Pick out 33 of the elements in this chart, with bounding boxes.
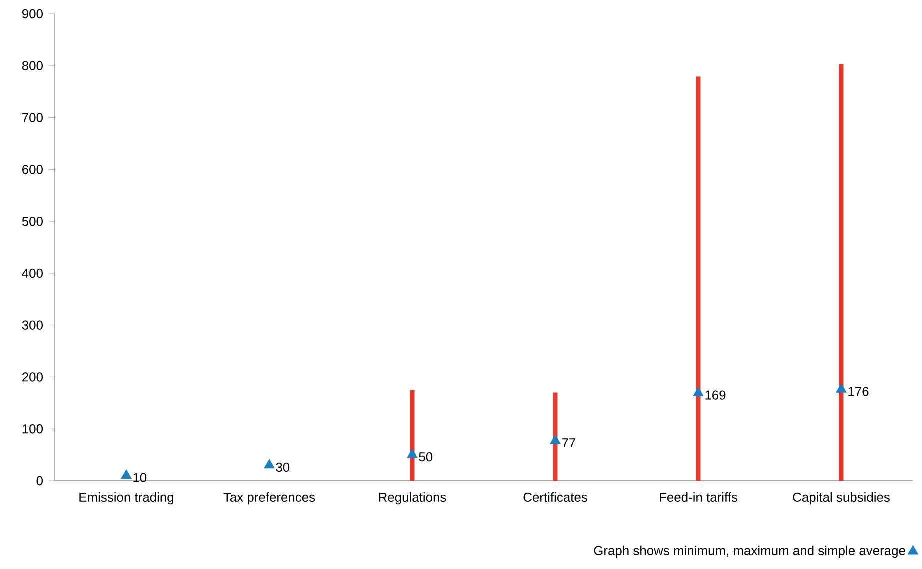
data-label: 176 [848,387,869,396]
y-tick-label: 200 [22,372,43,382]
legend-label: Graph shows minimum, maximum and simple average [594,546,906,558]
x-tick-label: Regulations [379,492,446,505]
y-tick-label: 700 [22,113,43,122]
bar [839,64,844,481]
data-label: 169 [706,390,726,400]
y-tick-label: 400 [22,268,43,278]
x-tick-label: Tax preferences [224,492,316,505]
y-tick-label: 800 [22,61,43,70]
y-tick-label: 600 [22,165,43,174]
bar [696,76,701,481]
point [693,387,704,397]
point [121,470,132,480]
x-tick-label: Feed-in tariffs [660,492,738,502]
point [264,459,275,469]
bar [410,390,415,481]
x-tick-label: Capital subsidies [793,492,890,505]
point [550,434,561,444]
y-tick-label: 0 [36,476,43,486]
data-label: 50 [419,452,433,462]
y-tick-label: 500 [22,216,43,226]
x-tick-label: Emission trading [80,492,174,505]
point [407,448,418,458]
y-tick-label: 300 [22,320,43,330]
x-tick-label: Certificates [524,492,588,502]
data-label: 10 [134,473,147,482]
data-label: 30 [276,462,290,472]
data-label: 77 [562,438,576,448]
bar [553,392,558,481]
y-tick-label: 900 [22,9,43,19]
point [836,383,847,393]
y-tick-label: 100 [22,424,43,434]
